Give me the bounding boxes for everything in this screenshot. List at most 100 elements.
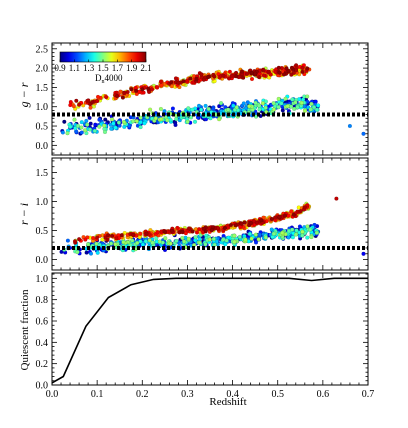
data-point — [190, 229, 195, 234]
data-point — [271, 231, 276, 236]
data-point — [194, 76, 199, 81]
y-tick-label: 1.0 — [36, 197, 49, 208]
data-point — [282, 213, 288, 218]
data-point — [295, 105, 300, 110]
data-point — [140, 87, 145, 92]
data-point — [65, 131, 70, 136]
data-point — [250, 107, 255, 112]
y-tick-label: 0.5 — [36, 226, 49, 237]
data-point — [242, 220, 247, 225]
data-point — [300, 69, 305, 74]
data-point — [311, 105, 317, 110]
y-tick-label: 1.5 — [36, 83, 49, 94]
data-point — [305, 66, 310, 71]
data-point — [102, 123, 107, 128]
series-line-quiescent-fraction — [51, 277, 368, 384]
data-point — [199, 72, 204, 77]
panel-quiescent-fraction: 0.0 0.2 0.4 0.6 0.8 1.0 0.0 0.1 0.2 0.3 0.4 0.5 0.6 0… — [36, 272, 374, 400]
data-point — [62, 119, 67, 124]
y-tick-label: 0.2 — [36, 359, 49, 370]
data-point — [131, 119, 136, 124]
data-point — [95, 235, 100, 240]
data-point — [116, 120, 121, 125]
data-point — [207, 237, 212, 242]
data-point — [88, 121, 93, 126]
data-point — [237, 234, 242, 239]
data-point — [138, 115, 143, 120]
data-point — [188, 115, 194, 120]
data-point — [281, 72, 287, 77]
data-point — [289, 209, 294, 214]
data-point — [234, 105, 239, 110]
data-point — [129, 87, 134, 92]
data-point — [286, 229, 292, 234]
data-point — [299, 100, 304, 105]
colorbar-tick-label: 1.3 — [83, 63, 95, 73]
data-point — [142, 121, 147, 126]
data-point — [261, 68, 266, 73]
data-point — [140, 242, 145, 247]
data-point — [185, 119, 190, 124]
data-point — [113, 242, 118, 247]
data-point — [273, 215, 278, 220]
data-point — [68, 124, 73, 129]
data-point — [102, 129, 108, 135]
data-point — [97, 124, 102, 129]
y-tick-label: 0.8 — [36, 295, 49, 306]
data-point — [271, 101, 276, 106]
colorbar-tick-label: 2.1 — [140, 63, 151, 73]
data-point — [147, 238, 152, 243]
data-point — [163, 236, 168, 241]
data-point — [108, 241, 114, 246]
data-point — [289, 72, 294, 77]
data-point — [109, 126, 114, 131]
data-point — [247, 104, 252, 109]
data-point — [316, 103, 321, 108]
data-point — [247, 231, 252, 236]
data-point — [257, 103, 262, 108]
data-point — [263, 99, 268, 104]
colorbar-title-main: D — [95, 73, 102, 83]
data-point — [305, 224, 310, 229]
data-point — [181, 79, 186, 84]
data-point — [111, 121, 116, 126]
data-point — [121, 119, 127, 125]
ylabel-g-minus-r: g − r — [17, 82, 31, 107]
data-point — [194, 230, 200, 235]
data-point — [94, 241, 99, 246]
data-point — [314, 230, 319, 235]
data-point — [239, 69, 245, 74]
data-point — [223, 242, 228, 247]
axes-frame-r-minus-i — [51, 157, 369, 271]
data-point — [226, 107, 231, 112]
data-point — [229, 73, 234, 78]
data-point — [73, 126, 78, 131]
data-point — [302, 108, 308, 113]
data-point — [241, 101, 246, 106]
data-point — [305, 94, 310, 99]
colorbar-tick-label: 1.7 — [112, 63, 124, 73]
data-point — [168, 241, 173, 246]
data-point — [87, 115, 92, 120]
data-point — [79, 120, 84, 125]
data-point — [147, 89, 152, 95]
data-point — [159, 117, 164, 122]
data-point — [280, 230, 285, 235]
data-point — [222, 225, 227, 231]
y-tick-label: 0.6 — [36, 317, 49, 328]
colorbar-tick-label: 1.9 — [126, 63, 138, 73]
data-point — [150, 87, 155, 92]
data-point — [231, 103, 236, 108]
data-point — [186, 236, 191, 241]
data-point — [309, 101, 314, 106]
data-point — [169, 228, 175, 233]
data-point — [263, 105, 268, 110]
plot-area-r-minus-i — [52, 196, 368, 256]
data-point — [203, 103, 208, 108]
y-tick-label: 1.0 — [36, 274, 49, 285]
axes-frame-quiescent-fraction — [51, 272, 369, 386]
data-point — [249, 76, 255, 82]
plot-area-quiescent-fraction — [51, 277, 368, 384]
data-point — [249, 70, 254, 75]
data-point — [173, 76, 178, 81]
